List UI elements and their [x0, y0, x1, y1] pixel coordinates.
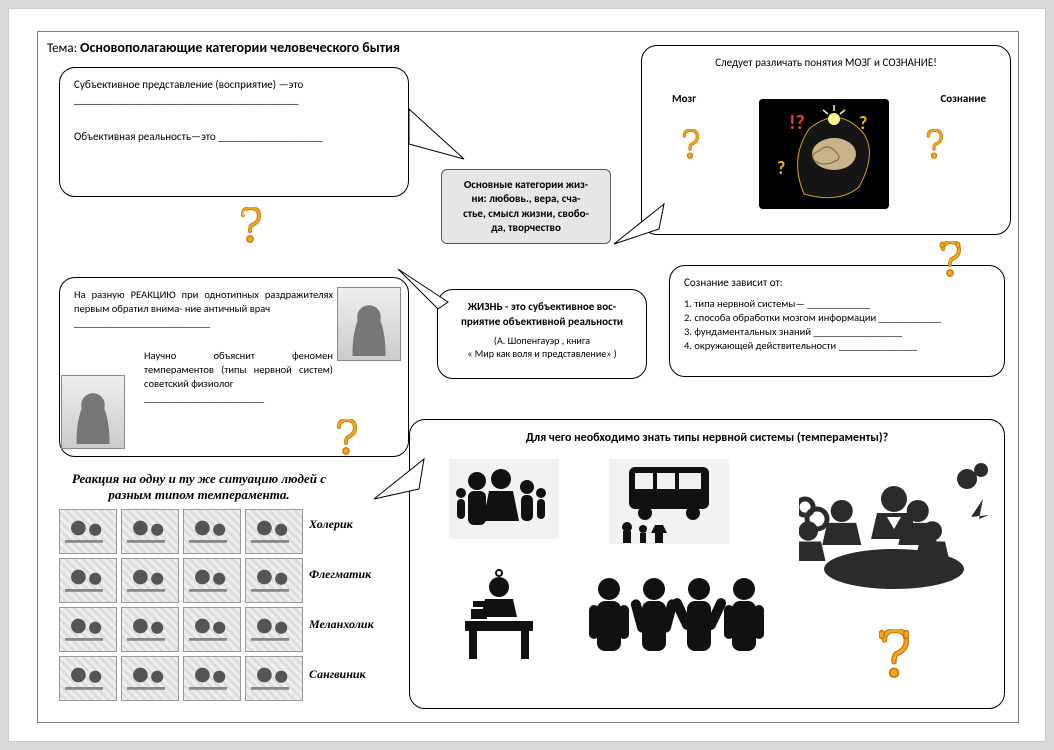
page: Тема: Основополагающие категории человеч…: [8, 8, 1046, 742]
reaction-cell: [59, 558, 117, 603]
def-subjective-blank: ________________________________________…: [74, 93, 394, 108]
brain-illustration: !? ? ?: [759, 99, 889, 209]
definitions-bubble: Субъективное представление (восприятие) …: [59, 67, 409, 197]
reaction-p2: Научно объяснит феномен темпераментов (т…: [144, 349, 333, 392]
reaction-cell: [245, 607, 303, 652]
reaction-cell: [59, 607, 117, 652]
topic-prefix: Тема:: [47, 41, 80, 56]
question-mark-icon: [239, 207, 261, 245]
svg-text:!?: !?: [789, 111, 805, 135]
depends-item-2: 2. способа обработки мозгом информации _…: [684, 311, 990, 325]
portrait-pavlov: [61, 375, 125, 449]
depends-item-3: 3. фундаментальных знаний ______________…: [684, 325, 990, 339]
reaction-cell: [121, 656, 179, 701]
life-title: ЖИЗНЬ - это субъективное вос- приятие об…: [452, 300, 632, 330]
reaction-cell: [121, 509, 179, 554]
categories-text: Основные категории жиз- ни: любовь., вер…: [463, 178, 589, 234]
reaction-p2-blank: _______________________: [144, 391, 333, 405]
svg-text:?: ?: [859, 112, 867, 134]
reaction-cell: [183, 656, 241, 701]
label-brain: Мозг: [672, 92, 696, 107]
temper-melancholic: Меланхолик: [309, 617, 374, 632]
life-sub: (А. Шопенгауэр , книга « Мир как воля и …: [452, 334, 632, 361]
reaction-p1: На разную РЕАКЦИЮ при однотипных раздраж…: [74, 288, 333, 316]
temper-phlegmatic: Флегматик: [309, 567, 371, 582]
reaction-cell: [245, 656, 303, 701]
reaction-cell: [183, 607, 241, 652]
def-objective-blank: ___________________: [218, 130, 322, 143]
label-mind: Сознание: [940, 92, 986, 107]
meeting-table-icon: [799, 459, 989, 609]
reaction-cell: [121, 607, 179, 652]
reaction-cell: [121, 558, 179, 603]
reaction-cell: [245, 558, 303, 603]
question-mark-icon: [925, 129, 943, 161]
reaction-grid-title: Реакция на одну и ту же ситуацию людей с…: [59, 471, 339, 503]
bus-icon: [609, 459, 729, 544]
family-icon: [449, 459, 559, 539]
reaction-cell: [245, 509, 303, 554]
depends-item-1: 1. типа нервной системы— ____________: [684, 297, 990, 311]
reaction-cell: [183, 509, 241, 554]
question-mark-icon: [681, 129, 699, 161]
topic-title: Основополагающие категории человеческого…: [80, 39, 400, 56]
people-row-icon: [579, 569, 779, 679]
temper-sanguine: Сангвиник: [309, 667, 366, 682]
portrait-hippocrates: [337, 287, 401, 361]
temper-choleric: Холерик: [309, 517, 353, 532]
bottom-title: Для чего необходимо знать типы нервной с…: [424, 430, 990, 446]
brain-bubble-text: Следует различать понятия МОЗГ и СОЗНАНИ…: [656, 56, 996, 71]
topic-line: Тема: Основополагающие категории человеч…: [47, 39, 400, 56]
life-bubble: ЖИЗНЬ - это субъективное вос- приятие об…: [437, 289, 647, 379]
categories-box: Основные категории жиз- ни: любовь., вер…: [441, 169, 611, 244]
reaction-grid: [59, 509, 303, 701]
reaction-cell: [183, 558, 241, 603]
reaction-cell: [59, 509, 117, 554]
question-mark-icon: [335, 419, 357, 457]
def-subjective: Субъективное представление (восприятие) …: [74, 78, 394, 93]
reaction-p1-blank: __________________________: [74, 316, 333, 330]
depends-item-4: 4. окружающей действительности _________…: [684, 339, 990, 353]
desk-person-icon: [449, 569, 549, 669]
question-mark-icon: [939, 241, 961, 279]
reaction-cell: [59, 656, 117, 701]
question-mark-icon: [879, 629, 909, 681]
def-objective: Объективная реальность—это: [74, 130, 218, 143]
depends-bubble: Сознание зависит от: 1. типа нервной сис…: [669, 265, 1005, 377]
svg-text:?: ?: [777, 157, 785, 179]
